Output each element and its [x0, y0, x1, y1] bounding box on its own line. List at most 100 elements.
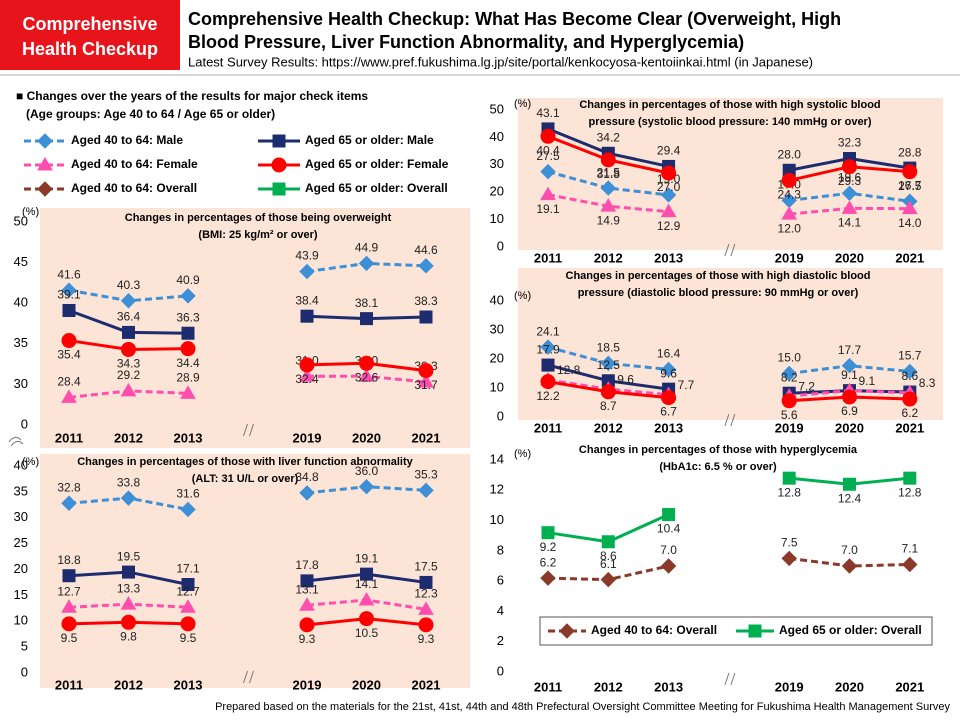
data-label: 15.0	[778, 351, 802, 365]
legend-label: Aged 40 to 64: Female	[71, 157, 198, 171]
data-label: 31.6	[176, 487, 200, 501]
data-label: 24.3	[778, 188, 802, 202]
legend-marker	[748, 624, 762, 638]
x-tick-label: 2020	[835, 420, 864, 435]
data-label: 21.5	[597, 165, 621, 179]
data-point	[841, 558, 858, 574]
data-point	[600, 355, 617, 372]
y-tick-label: 0	[497, 663, 504, 678]
data-label: 29.2	[117, 368, 141, 382]
data-label: 12.8	[778, 485, 802, 499]
legend-marker	[272, 134, 286, 148]
data-label: 15.7	[898, 349, 922, 363]
x-tick-label: 2011	[55, 677, 83, 692]
axis-break	[8, 436, 24, 447]
x-tick-label: 2013	[654, 679, 683, 694]
data-point	[660, 361, 677, 378]
data-label: 12.7	[176, 584, 200, 598]
x-tick-label: 2021	[895, 250, 924, 265]
data-point	[660, 558, 677, 574]
y-tick-label: 10	[490, 512, 504, 527]
data-label: 17.8	[295, 558, 319, 572]
data-label: 16.4	[657, 347, 681, 361]
data-label: 28.0	[778, 147, 802, 161]
data-label: 12.8	[557, 363, 581, 377]
y-tick-label: 50	[490, 101, 504, 116]
data-point	[903, 471, 917, 485]
data-label: 27.0	[657, 180, 681, 194]
data-point	[418, 617, 434, 633]
plot-panel	[518, 98, 943, 250]
legend-marker	[272, 182, 286, 196]
data-point	[62, 569, 76, 583]
plot-panel	[40, 208, 470, 448]
data-label: 6.9	[841, 404, 858, 418]
data-point	[181, 578, 195, 592]
legend-label: Aged 40 to 64: Overall	[71, 181, 197, 195]
x-tick-label: 2021	[412, 677, 441, 692]
data-point	[661, 390, 677, 406]
chart-subtitle: (HbA1c: 6.5 % or over)	[659, 461, 777, 473]
y-tick-label: 15	[14, 587, 28, 602]
data-label: 9.1	[859, 374, 876, 388]
chart-title: Changes in percentages of those with hig…	[566, 270, 871, 282]
data-label: 7.0	[841, 543, 858, 557]
chart-title: Changes in percentages of those with liv…	[77, 456, 413, 468]
data-label: 14.1	[355, 577, 379, 591]
data-label: 12.5	[597, 358, 621, 372]
plot-panel	[40, 454, 470, 688]
data-point	[782, 471, 796, 485]
data-point	[299, 597, 315, 611]
data-point	[418, 601, 434, 615]
x-tick-label: 2011	[55, 430, 83, 445]
data-label: 31.8	[597, 167, 621, 181]
data-label: 19.6	[838, 170, 862, 184]
data-point	[842, 159, 857, 175]
data-point	[62, 304, 76, 318]
data-point	[358, 478, 375, 495]
data-point	[418, 363, 434, 379]
y-tick-label: 20	[490, 184, 504, 199]
data-label: 9.1	[841, 368, 858, 382]
data-point	[359, 611, 374, 627]
data-point	[180, 501, 196, 518]
data-label: 7.1	[901, 542, 918, 556]
chart-subtitle: pressure (systolic blood pressure: 140 m…	[588, 116, 871, 128]
data-point	[360, 567, 373, 581]
data-point	[662, 508, 676, 522]
data-point	[661, 165, 677, 181]
series-line	[547, 345, 669, 371]
data-label: 32.4	[295, 372, 319, 386]
data-label: 38.4	[295, 293, 319, 307]
y-tick-label: 8	[497, 542, 504, 557]
data-point	[120, 293, 137, 309]
data-point	[600, 152, 616, 168]
data-label: 6.2	[540, 555, 557, 569]
data-label: 17.5	[414, 560, 438, 574]
data-point	[299, 485, 315, 501]
data-point	[540, 186, 556, 201]
chart-title: Changes in percentages of those being ov…	[125, 212, 392, 224]
x-tick-label: 2020	[352, 430, 381, 445]
data-label: 17.9	[536, 342, 560, 356]
data-point	[902, 363, 918, 380]
y-tick-label: 2	[497, 633, 504, 648]
data-label: 9.3	[418, 632, 435, 646]
data-point	[358, 592, 375, 606]
axis-break	[724, 243, 736, 257]
x-tick-label: 2021	[895, 420, 924, 435]
y-tick-label: 50	[14, 213, 28, 228]
badge	[0, 0, 180, 70]
legend-label: Aged 65 or older: Male	[305, 133, 434, 147]
data-label: 12.2	[536, 389, 560, 403]
x-tick-label: 2020	[835, 250, 864, 265]
data-label: 24.1	[536, 324, 560, 338]
x-tick-label: 2013	[174, 677, 203, 692]
data-point	[122, 565, 135, 579]
data-label: 19.1	[536, 202, 560, 216]
y-tick-label: 10	[14, 613, 28, 628]
page-title: Comprehensive Health Checkup: What Has B…	[188, 9, 841, 29]
footer: Prepared based on the materials for the …	[215, 701, 950, 713]
data-point	[902, 391, 918, 407]
